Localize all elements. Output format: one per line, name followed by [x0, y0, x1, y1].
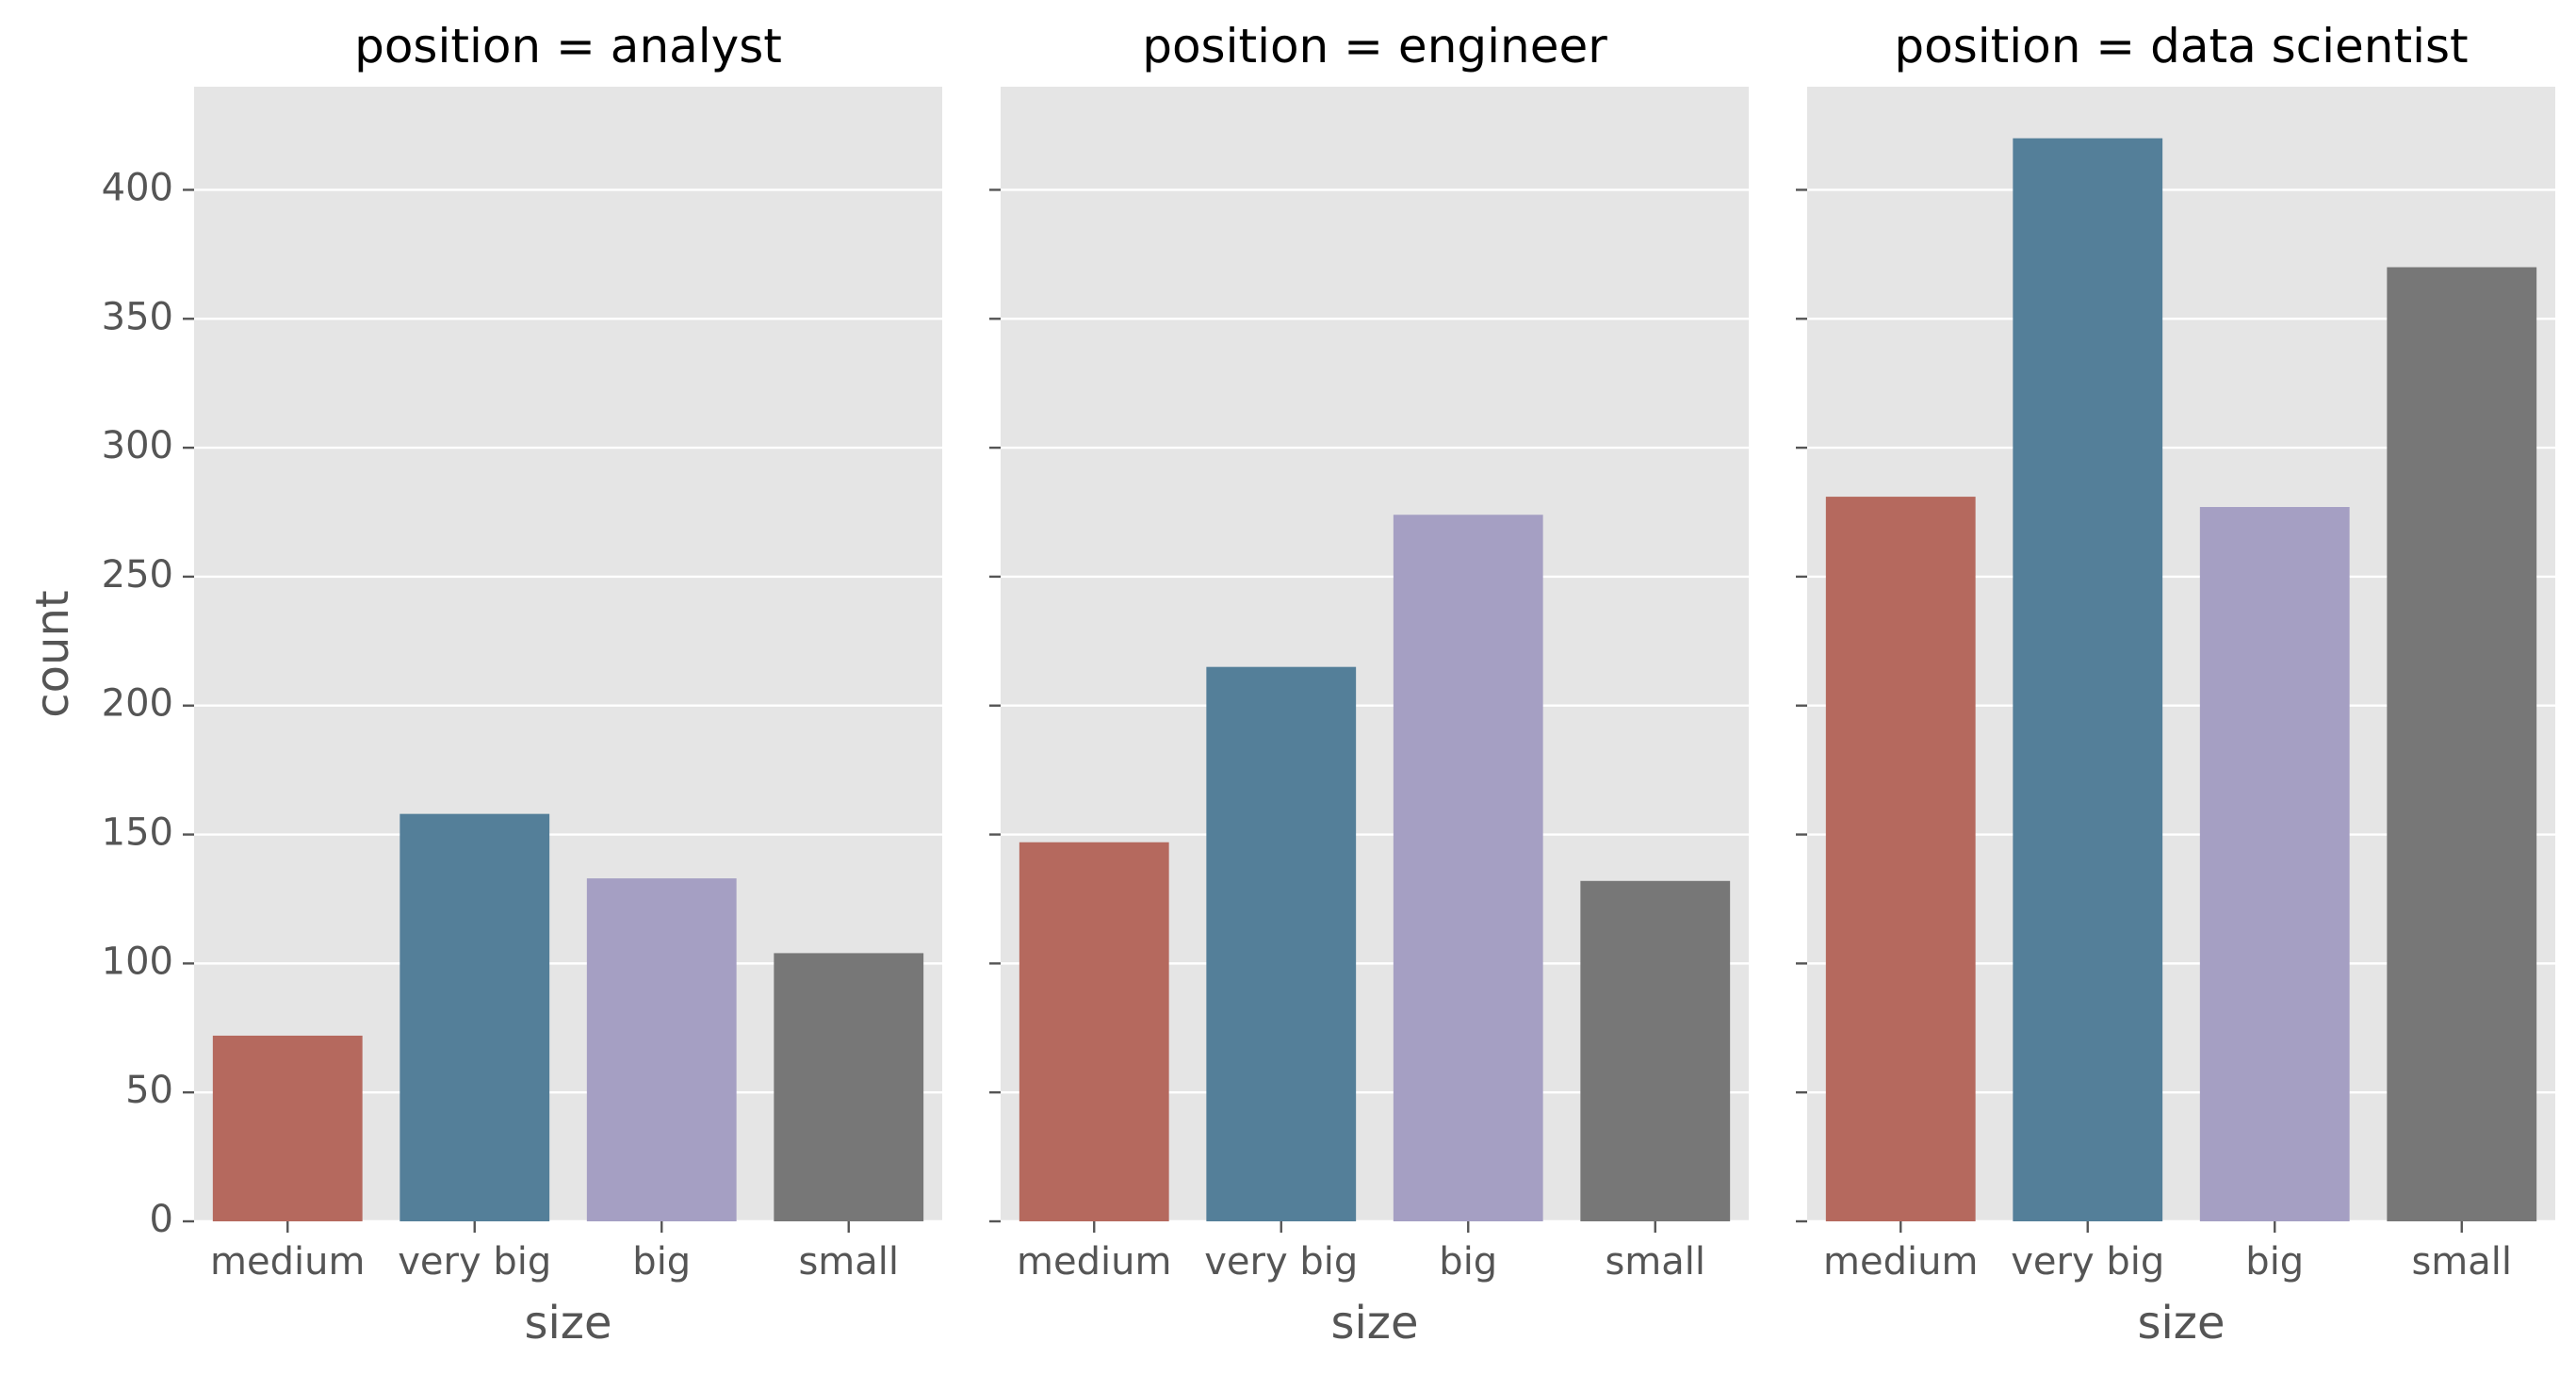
bar-small [1580, 880, 1731, 1221]
y-tick-label: 200 [102, 682, 173, 726]
x-tick-label: big [1439, 1240, 1497, 1284]
x-tick-label: very big [2011, 1240, 2164, 1284]
x-axis-label: size [2137, 1297, 2225, 1349]
y-tick-label: 150 [102, 811, 173, 855]
y-tick-label: 300 [102, 424, 173, 467]
x-tick-label: very big [1204, 1240, 1358, 1284]
bar-big [586, 878, 737, 1221]
facet-panel-0: 0 50 100 150 200 250 300 350 400 medium very big bi… [102, 19, 942, 1349]
x-tick-label: small [2411, 1240, 2512, 1284]
facet-panel-1: medium very big big small position = enginee… [989, 19, 1749, 1349]
y-tick-label: 100 [102, 940, 173, 983]
panel-title: position = analyst [354, 19, 782, 74]
bar-big [1393, 515, 1543, 1221]
bar-small [2387, 267, 2537, 1222]
bar-very-big [399, 813, 550, 1221]
x-tick-label: small [798, 1240, 899, 1284]
x-tick-label: medium [210, 1240, 365, 1284]
y-axis-label: count [26, 590, 79, 717]
x-tick-label: big [632, 1240, 691, 1284]
x-tick-label: very big [398, 1240, 551, 1284]
y-tick-label: 0 [150, 1198, 173, 1241]
facet-panel-2: medium very big big small position = data sc… [1796, 19, 2555, 1349]
bar-small [774, 953, 924, 1221]
bar-very-big [2013, 138, 2163, 1221]
panel-title: position = data scientist [1894, 19, 2468, 74]
x-tick-label: medium [1823, 1240, 1978, 1284]
y-tick-label: 350 [102, 295, 173, 338]
bar-very-big [1206, 666, 1357, 1221]
x-axis-label: size [1330, 1297, 1418, 1349]
bar-medium [212, 1035, 363, 1221]
bar-big [2199, 507, 2350, 1221]
panel-title: position = engineer [1142, 19, 1607, 74]
bar-medium [1825, 497, 1976, 1221]
x-tick-label: medium [1017, 1240, 1171, 1284]
y-tick-label: 250 [102, 553, 173, 597]
x-tick-label: small [1605, 1240, 1705, 1284]
x-tick-label: big [2245, 1240, 2304, 1284]
y-tick-label: 50 [125, 1069, 173, 1112]
x-axis-label: size [524, 1297, 611, 1349]
y-tick-label: 400 [102, 166, 173, 209]
bar-medium [1019, 842, 1169, 1221]
